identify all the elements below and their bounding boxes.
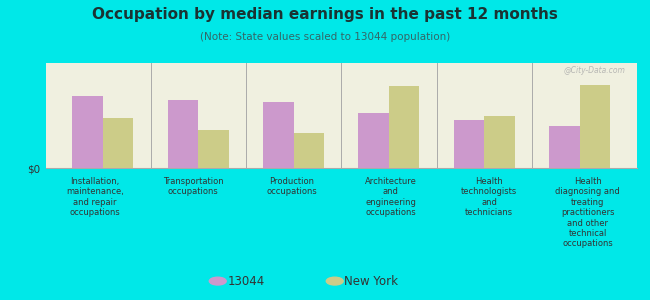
Bar xyxy=(484,116,515,168)
Bar xyxy=(294,133,324,168)
Text: New York: New York xyxy=(344,274,398,288)
Text: @City-Data.com: @City-Data.com xyxy=(564,66,625,75)
Text: Production
occupations: Production occupations xyxy=(266,177,317,197)
Text: 13044: 13044 xyxy=(227,274,265,288)
Bar xyxy=(103,118,133,168)
Bar xyxy=(549,126,580,168)
Bar xyxy=(72,96,103,168)
Text: Transportation
occupations: Transportation occupations xyxy=(163,177,224,197)
Text: Architecture
and
engineering
occupations: Architecture and engineering occupations xyxy=(365,177,417,217)
Bar xyxy=(358,113,389,168)
Bar xyxy=(580,85,610,168)
Text: Health
technologists
and
technicians: Health technologists and technicians xyxy=(461,177,517,217)
Text: (Note: State values scaled to 13044 population): (Note: State values scaled to 13044 popu… xyxy=(200,32,450,41)
Text: Occupation by median earnings in the past 12 months: Occupation by median earnings in the pas… xyxy=(92,8,558,22)
Text: Health
diagnosing and
treating
practitioners
and other
technical
occupations: Health diagnosing and treating practitio… xyxy=(555,177,620,248)
Text: Installation,
maintenance,
and repair
occupations: Installation, maintenance, and repair oc… xyxy=(66,177,124,217)
Bar xyxy=(263,102,294,168)
Bar xyxy=(198,130,229,168)
Bar xyxy=(389,86,419,168)
Bar xyxy=(168,100,198,168)
Bar xyxy=(454,120,484,168)
